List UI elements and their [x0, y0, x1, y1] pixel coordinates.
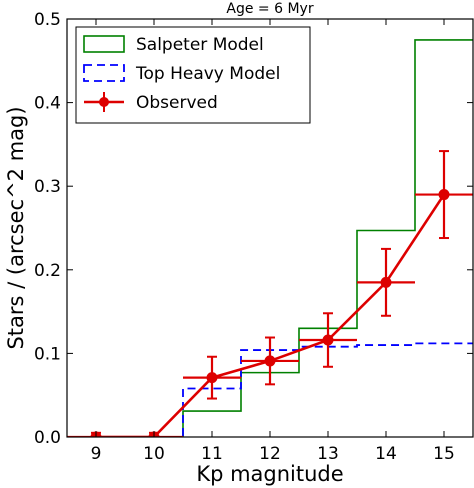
salpeter-model-step-line — [67, 39, 473, 437]
x-tick-label: 11 — [201, 444, 223, 464]
y-tick-label: 0.1 — [34, 344, 61, 364]
observed-marker — [264, 355, 276, 367]
legend-label: Top Heavy Model — [135, 64, 280, 84]
x-tick-label: 14 — [375, 444, 397, 464]
legend-swatch-box — [83, 64, 125, 82]
legend: Salpeter Model Top Heavy Model Observed — [75, 26, 311, 124]
chart-title: Age = 6 Myr — [226, 1, 313, 17]
legend-label: Observed — [136, 93, 218, 113]
observed-marker — [322, 334, 334, 346]
observed-marker — [206, 372, 218, 384]
x-axis-label: Kp magnitude — [196, 462, 343, 486]
legend-item: Top Heavy Model — [83, 64, 280, 84]
x-tick-label: 15 — [433, 444, 455, 464]
legend-item: Salpeter Model — [83, 35, 264, 55]
observed-marker — [380, 276, 392, 288]
y-tick-label: 0.0 — [34, 428, 61, 448]
y-tick-label: 0.3 — [34, 177, 61, 197]
x-tick-label: 10 — [143, 444, 165, 464]
legend-box — [75, 26, 311, 124]
observed-point-14 — [357, 247, 415, 317]
observed-point-15 — [415, 150, 473, 240]
observed-point-12 — [241, 336, 299, 386]
x-tick-label: 12 — [259, 444, 281, 464]
observed-point-11 — [183, 355, 241, 400]
observed-marker — [438, 189, 450, 201]
legend-label: Salpeter Model — [136, 35, 264, 55]
x-tick-label: 9 — [91, 444, 102, 464]
legend-swatch-box — [83, 35, 125, 53]
legend-swatch-marker — [99, 97, 109, 107]
y-tick-label: 0.2 — [34, 261, 61, 281]
x-tick-label: 13 — [317, 444, 339, 464]
legend-item: Observed — [84, 92, 218, 113]
y-tick-label: 0.5 — [34, 10, 61, 30]
y-axis-label: Stars / (arcsec^2 mag) — [4, 106, 28, 349]
y-tick-label: 0.4 — [34, 94, 61, 114]
observed-point-13 — [299, 312, 357, 368]
axis-ticks: 9 10 11 12 13 14 15 0.0 0.1 0.2 0.3 0.4 0.5 — [34, 10, 473, 464]
